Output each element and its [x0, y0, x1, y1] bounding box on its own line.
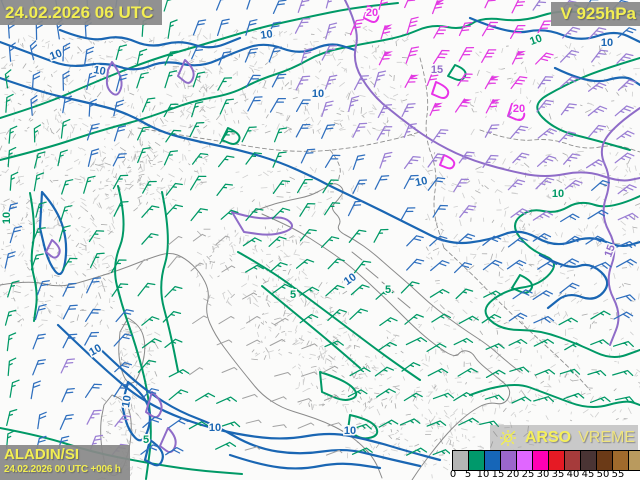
contour-value-label: 15 — [431, 64, 443, 76]
field-level-label: V 925hPa — [551, 2, 640, 26]
contour-value-label: 10 — [528, 32, 544, 47]
contour-value-label: 10 — [260, 28, 274, 42]
contour-value-label: 5 — [290, 289, 296, 301]
legend-swatch — [564, 450, 581, 471]
product-name: VREME — [578, 429, 635, 446]
legend-tick-label: 35 — [551, 469, 565, 480]
contour-value-label: 10 — [344, 425, 356, 437]
contour-value-label: 10 — [342, 271, 359, 288]
contour-value-label: 10 — [1, 212, 13, 224]
legend-swatch — [628, 450, 640, 471]
legend-swatch — [500, 450, 517, 471]
contour-value-label: 20 — [366, 7, 378, 19]
wind-speed-legend: 0 5 10 15 20 25 30 35 40 45 50 55 — [450, 450, 640, 480]
legend-tick-label: 30 — [536, 469, 550, 480]
legend-swatch — [612, 450, 629, 471]
legend-tick-label: 0 — [449, 469, 457, 480]
arso-branding: ARSO VREME — [489, 425, 638, 451]
legend-swatch — [532, 450, 549, 471]
contour-value-label: 5 — [143, 434, 149, 446]
contour-value-label: 20 — [513, 103, 525, 115]
contour-value-label: 10 — [120, 394, 134, 408]
legend-swatch — [580, 450, 597, 471]
contour-value-label: 5 — [385, 284, 391, 296]
valid-time-label: 24.02.2026 06 UTC — [0, 0, 163, 25]
agency-name: ARSO — [524, 429, 572, 446]
legend-swatch — [596, 450, 613, 471]
legend-tick-label: 25 — [521, 469, 535, 480]
legend-swatch — [548, 450, 565, 471]
legend-tick-label: 40 — [566, 469, 580, 480]
legend-tick-label: 15 — [491, 469, 505, 480]
model-info-box: ALADIN/SI 24.02.2026 00 UTC +006 h — [0, 445, 130, 480]
contour-value-label: 10 — [209, 422, 221, 434]
contour-value-label: 10 — [414, 175, 428, 189]
contour-value-label: 10 — [601, 37, 613, 49]
legend-tick-row: 0 5 10 15 20 25 30 35 40 45 50 55 — [450, 469, 640, 480]
contour-value-label: 10 — [92, 64, 106, 78]
legend-swatch — [452, 450, 469, 471]
contour-value-label: 15 — [602, 243, 617, 259]
legend-tick-label: 55 — [611, 469, 625, 480]
legend-tick-label: 5 — [464, 469, 472, 480]
sun-icon — [499, 430, 516, 446]
legend-swatch-row — [452, 450, 640, 471]
legend-swatch — [484, 450, 501, 471]
model-name: ALADIN/SI — [4, 446, 79, 463]
contour-value-label: 10 — [312, 88, 324, 100]
legend-tick-label: 50 — [596, 469, 610, 480]
legend-tick-label: 10 — [476, 469, 490, 480]
model-run-label: 24.02.2026 00 UTC +006 h — [4, 464, 121, 475]
legend-tick-label: 45 — [581, 469, 595, 480]
contour-value-label: 10 — [552, 188, 564, 200]
contour-value-label: 10 — [48, 47, 64, 62]
legend-swatch — [468, 450, 485, 471]
legend-tick-label: 20 — [506, 469, 520, 480]
legend-swatch — [516, 450, 533, 471]
